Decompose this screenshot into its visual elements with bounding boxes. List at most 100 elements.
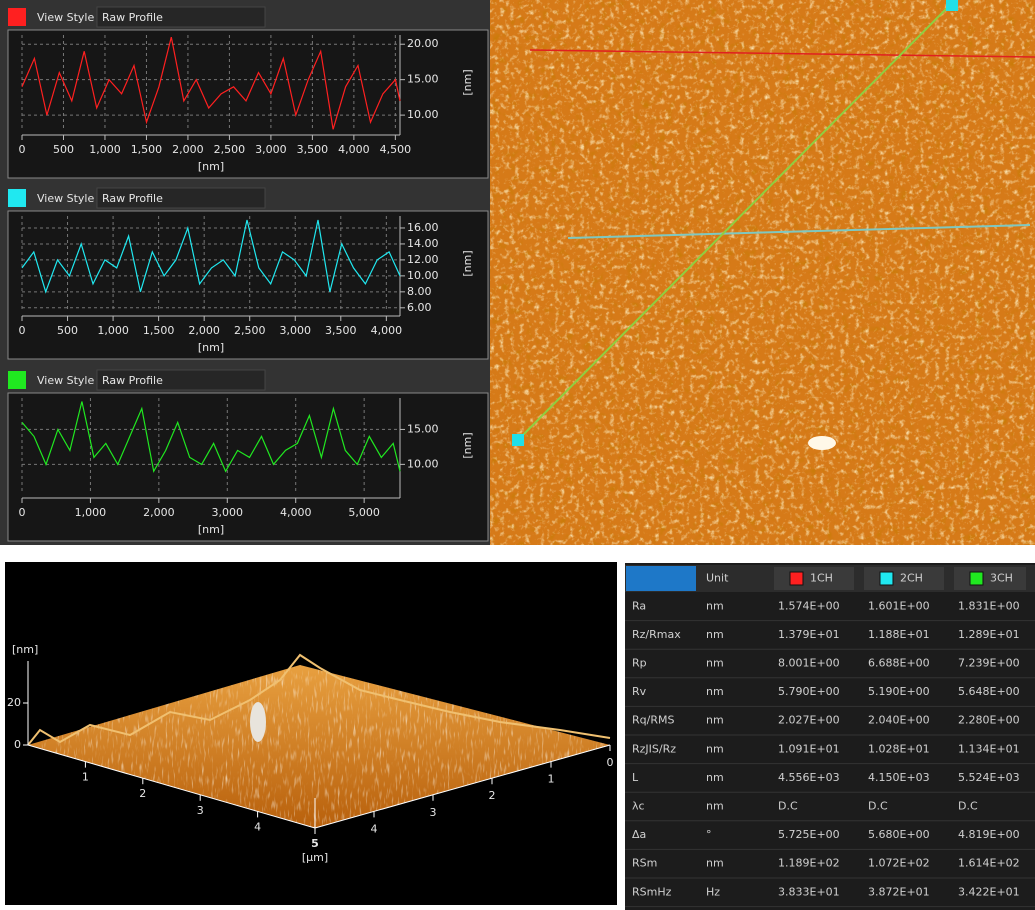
table-cell: 3.833E+01	[778, 885, 840, 898]
y-tick-label: 15.00	[407, 73, 439, 86]
y-tick-label: 6.00	[407, 301, 432, 314]
afm-image	[490, 0, 1035, 545]
table-cell: 1.574E+00	[778, 599, 840, 612]
table-cell: nm	[706, 685, 724, 698]
x-tick-label: 4,000	[280, 506, 312, 519]
x-tick-label: 3,000	[212, 506, 244, 519]
channel-swatch	[8, 189, 26, 207]
table-cell: nm	[706, 714, 724, 727]
table-cell: Hz	[706, 885, 720, 898]
table-cell: 2.040E+00	[868, 714, 930, 727]
table-cell: °	[706, 828, 712, 841]
table-cell: nm	[706, 800, 724, 813]
table-cell: Rz/Rmax	[632, 628, 681, 641]
profile-line	[21, 219, 401, 294]
table-cell: 1.614E+02	[958, 857, 1020, 870]
table-cell: 6.688E+00	[868, 657, 930, 670]
view-style-value: Raw Profile	[102, 192, 163, 205]
table-cell: 2.280E+00	[958, 714, 1020, 727]
table-cell: 8.001E+00	[778, 657, 840, 670]
table-cell: 1.379E+01	[778, 628, 840, 641]
y-axis	[314, 744, 611, 829]
table-cell: 1.134E+01	[958, 742, 1020, 755]
x-tick-label: 2,500	[214, 143, 246, 156]
y-tick-label: 14.00	[407, 237, 439, 250]
table-cell: RzJIS/Rz	[632, 742, 676, 755]
profile-line	[21, 401, 401, 474]
channel-swatch	[8, 371, 26, 389]
channel-swatch	[879, 571, 894, 586]
x-tick-label: 2	[139, 787, 146, 800]
chart-frame	[7, 210, 489, 360]
z-axis-label: [nm]	[12, 643, 38, 656]
view-style-label: View Style	[37, 192, 94, 205]
table-cell: 1.601E+00	[868, 599, 930, 612]
table-cell: 5.648E+00	[958, 685, 1020, 698]
x-tick-label: 4,000	[338, 143, 370, 156]
x-tick-label: 0	[19, 506, 26, 519]
column-header: 1CH	[810, 572, 833, 585]
x-tick-label: 2,500	[234, 324, 266, 337]
table-cell: Rv	[632, 685, 647, 698]
x-tick-label: 3,500	[297, 143, 329, 156]
table-cell: nm	[706, 628, 724, 641]
table-cell: 5.190E+00	[868, 685, 930, 698]
x-tick-label: 4,500	[380, 143, 412, 156]
x-tick-label: 1,000	[97, 324, 129, 337]
channel-swatch	[789, 571, 804, 586]
y-tick-label: 1	[548, 773, 555, 786]
y-tick-label: 10.00	[407, 108, 439, 121]
x-tick-label: 1,500	[143, 324, 175, 337]
table-cell: 3.422E+01	[958, 885, 1020, 898]
table-cell: 1.831E+00	[958, 599, 1020, 612]
x-axis	[27, 744, 316, 829]
table-cell: 7.239E+00	[958, 657, 1020, 670]
view-style-box	[96, 187, 266, 209]
chart-frame	[7, 392, 489, 542]
table-cell: 5.680E+00	[868, 828, 930, 841]
y-tick-label: 4	[371, 822, 378, 835]
table-cell: 1.289E+01	[958, 628, 1020, 641]
view-style-value: Raw Profile	[102, 374, 163, 387]
column-header: 2CH	[900, 572, 923, 585]
x-tick-label: 500	[53, 143, 74, 156]
table-cell: 5.790E+00	[778, 685, 840, 698]
table-cell: 1.072E+02	[868, 857, 930, 870]
table-cell: nm	[706, 742, 724, 755]
x-tick-label: 3	[197, 804, 204, 817]
y-tick-label: 12.00	[407, 253, 439, 266]
table-cell: nm	[706, 599, 724, 612]
x-tick-label: 3,000	[280, 324, 312, 337]
x-tick-label: 2,000	[188, 324, 220, 337]
table-cell: 5.725E+00	[778, 828, 840, 841]
z-tick-label: 0	[14, 738, 21, 751]
table-cell: 5.524E+03	[958, 771, 1020, 784]
x-tick-label: 5	[311, 837, 319, 850]
table-cell: 2.027E+00	[778, 714, 840, 727]
x-axis-label: [nm]	[198, 341, 224, 354]
table-cell: λc	[632, 800, 645, 813]
x-tick-label: 5,000	[348, 506, 380, 519]
profile-line	[21, 36, 401, 130]
view-style-label: View Style	[37, 374, 94, 387]
table-cell: 3.872E+01	[868, 885, 930, 898]
table-cell: D.C	[958, 800, 978, 813]
table-cell: D.C	[868, 800, 888, 813]
z-tick-label: 20	[7, 696, 21, 709]
view-style-value: Raw Profile	[102, 11, 163, 24]
x-axis-label: [nm]	[198, 160, 224, 173]
table-cell: 4.556E+03	[778, 771, 840, 784]
channel-swatch	[8, 8, 26, 26]
table-cell: Ra	[632, 599, 646, 612]
table-cell: 1.028E+01	[868, 742, 930, 755]
y-tick-label: 16.00	[407, 221, 439, 234]
table-cell: D.C	[778, 800, 798, 813]
x-tick-label: 2,000	[143, 506, 175, 519]
column-header: Unit	[706, 572, 729, 585]
view-style-label: View Style	[37, 11, 94, 24]
y-tick-label: 10.00	[407, 269, 439, 282]
table-cell: RSm	[632, 857, 657, 870]
y-tick-label: 20.00	[407, 37, 439, 50]
x-tick-label: 1,000	[89, 143, 121, 156]
